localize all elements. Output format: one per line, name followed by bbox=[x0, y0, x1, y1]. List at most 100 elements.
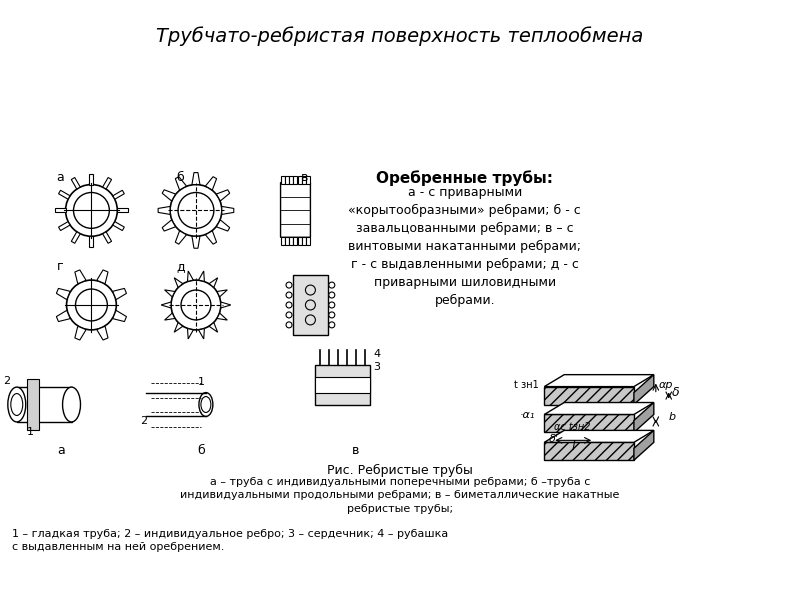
Text: Оребренные трубы:: Оребренные трубы: bbox=[376, 170, 553, 187]
Polygon shape bbox=[90, 236, 94, 247]
Text: 4: 4 bbox=[373, 349, 380, 359]
Ellipse shape bbox=[11, 394, 22, 415]
Polygon shape bbox=[217, 313, 227, 320]
Polygon shape bbox=[75, 270, 86, 284]
Text: 1 – гладкая труба; 2 – индивидуальное ребро; 3 – сердечник; 4 – рубашка
с выдавл: 1 – гладкая труба; 2 – индивидуальное ре… bbox=[12, 529, 448, 552]
Polygon shape bbox=[221, 302, 230, 308]
Bar bbox=[544, 415, 634, 433]
Text: 2: 2 bbox=[3, 376, 10, 386]
Polygon shape bbox=[216, 220, 230, 231]
Bar bbox=[17, 387, 71, 422]
Bar bbox=[293, 275, 328, 335]
Text: t зн1: t зн1 bbox=[514, 380, 539, 389]
Circle shape bbox=[286, 302, 292, 308]
Bar bbox=[298, 237, 302, 245]
Polygon shape bbox=[634, 403, 654, 433]
Bar bbox=[26, 379, 38, 430]
Text: а - с приварными
«корытообразными» ребрами; б - с
завальцованными ребрами; в – с: а - с приварными «корытообразными» ребра… bbox=[348, 185, 581, 307]
Polygon shape bbox=[90, 173, 94, 185]
Polygon shape bbox=[158, 206, 170, 214]
Polygon shape bbox=[187, 271, 194, 281]
Polygon shape bbox=[174, 323, 182, 332]
Text: ·α₁: ·α₁ bbox=[519, 410, 535, 421]
Text: δ': δ' bbox=[550, 434, 559, 445]
Polygon shape bbox=[113, 310, 126, 322]
Polygon shape bbox=[175, 231, 186, 244]
Bar bbox=[315, 365, 370, 404]
Text: 1: 1 bbox=[27, 427, 34, 437]
Bar bbox=[290, 237, 294, 245]
Polygon shape bbox=[187, 329, 194, 339]
Polygon shape bbox=[206, 176, 217, 190]
Polygon shape bbox=[206, 231, 217, 244]
Text: Рис. Ребристые трубы: Рис. Ребристые трубы bbox=[327, 464, 473, 478]
Text: в: в bbox=[301, 170, 308, 184]
Polygon shape bbox=[544, 430, 654, 442]
Bar bbox=[285, 237, 289, 245]
Bar bbox=[294, 237, 298, 245]
Polygon shape bbox=[165, 313, 175, 320]
Circle shape bbox=[329, 302, 335, 308]
Text: 2: 2 bbox=[140, 416, 146, 427]
Text: в: в bbox=[351, 444, 359, 457]
Polygon shape bbox=[56, 289, 70, 299]
Bar bbox=[294, 176, 298, 184]
Bar bbox=[302, 176, 306, 184]
Polygon shape bbox=[209, 323, 218, 332]
Text: а: а bbox=[57, 170, 64, 184]
Polygon shape bbox=[209, 278, 218, 287]
Text: b: b bbox=[669, 412, 676, 422]
Polygon shape bbox=[71, 178, 80, 189]
Polygon shape bbox=[217, 290, 227, 297]
Ellipse shape bbox=[199, 392, 213, 416]
Polygon shape bbox=[97, 270, 108, 284]
Text: δ: δ bbox=[672, 386, 679, 398]
Circle shape bbox=[329, 322, 335, 328]
Polygon shape bbox=[175, 176, 186, 190]
Bar bbox=[306, 176, 310, 184]
Polygon shape bbox=[544, 403, 654, 415]
Circle shape bbox=[286, 322, 292, 328]
Text: а: а bbox=[58, 444, 66, 457]
Polygon shape bbox=[544, 374, 654, 386]
Text: l: l bbox=[571, 440, 574, 454]
Polygon shape bbox=[56, 310, 70, 322]
Polygon shape bbox=[71, 232, 80, 244]
Polygon shape bbox=[198, 271, 204, 281]
Text: 3: 3 bbox=[373, 362, 380, 371]
Bar bbox=[306, 237, 310, 245]
Circle shape bbox=[329, 292, 335, 298]
Text: г: г bbox=[57, 260, 63, 273]
Polygon shape bbox=[198, 329, 204, 339]
Bar bbox=[315, 377, 370, 392]
Polygon shape bbox=[118, 208, 128, 212]
Text: Трубчато-ребристая поверхность теплообмена: Трубчато-ребристая поверхность теплообме… bbox=[156, 26, 644, 46]
Polygon shape bbox=[113, 289, 126, 299]
Bar bbox=[298, 176, 302, 184]
Text: д: д bbox=[176, 260, 185, 273]
Polygon shape bbox=[216, 190, 230, 201]
Polygon shape bbox=[162, 190, 175, 201]
Circle shape bbox=[286, 282, 292, 288]
Polygon shape bbox=[162, 220, 175, 231]
Polygon shape bbox=[634, 374, 654, 404]
Polygon shape bbox=[54, 208, 66, 212]
Bar bbox=[544, 442, 634, 460]
Polygon shape bbox=[634, 430, 654, 460]
Polygon shape bbox=[192, 236, 200, 248]
Polygon shape bbox=[97, 326, 108, 340]
Ellipse shape bbox=[201, 397, 211, 412]
Bar bbox=[544, 386, 634, 404]
Polygon shape bbox=[165, 290, 175, 297]
Bar bbox=[281, 176, 285, 184]
Text: а – труба с индивидуальными поперечными ребрами; б –труба с
индивидуальными прод: а – труба с индивидуальными поперечными … bbox=[180, 477, 620, 514]
Polygon shape bbox=[174, 278, 182, 287]
Text: б: б bbox=[197, 444, 205, 457]
Bar bbox=[302, 237, 306, 245]
Ellipse shape bbox=[62, 387, 81, 422]
Text: αc tзн2: αc tзн2 bbox=[554, 422, 590, 433]
Ellipse shape bbox=[8, 387, 26, 422]
Circle shape bbox=[329, 312, 335, 318]
Polygon shape bbox=[113, 190, 124, 199]
Circle shape bbox=[329, 282, 335, 288]
